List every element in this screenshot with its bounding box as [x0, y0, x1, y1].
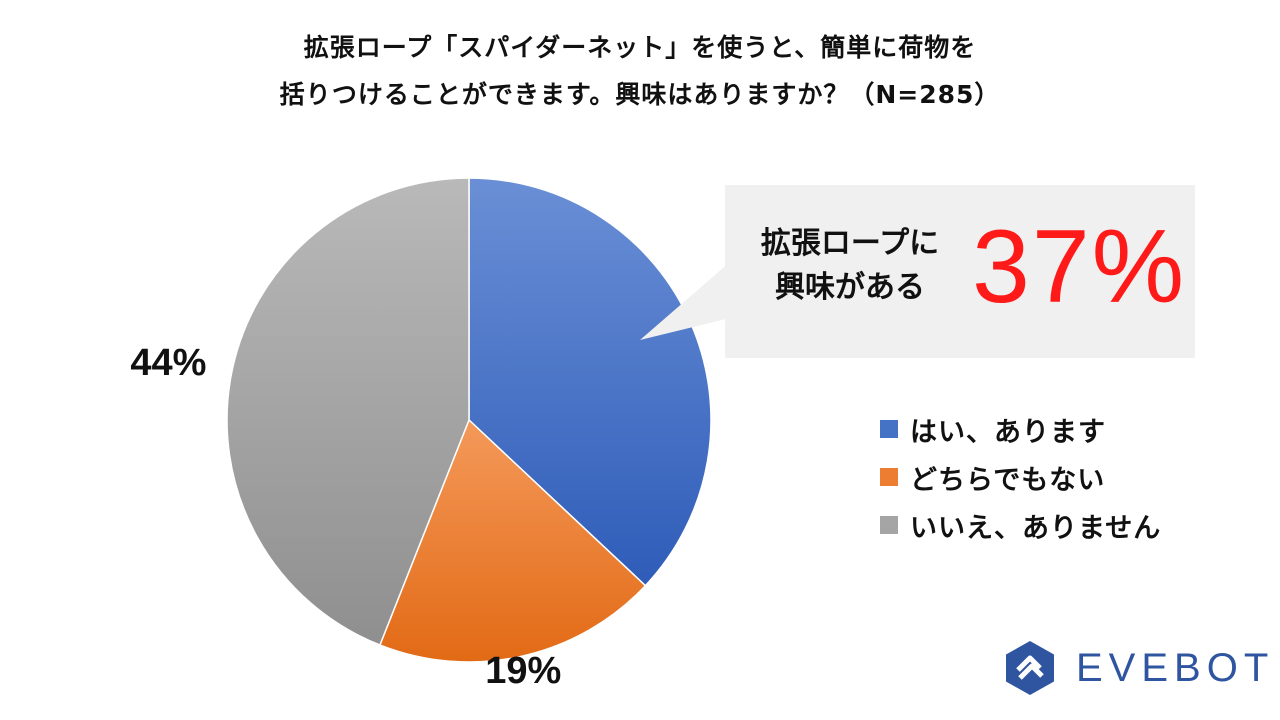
legend-label-neutral: どちらでもない — [910, 464, 1106, 496]
evebot-hexagon-logo-icon — [1006, 641, 1054, 695]
pie-slice-neutral — [378, 418, 647, 663]
chart-title-line-2: 括りつけることができます。興味はありますか？（N=285） — [279, 80, 1001, 109]
legend-label-yes: はい、あります — [910, 416, 1106, 448]
chart-title-line-1: 拡張ロープ「スパイダーネット」を使うと、簡単に荷物を — [303, 33, 977, 62]
slice-label-no: 44% — [130, 341, 207, 384]
legend-item-neutral: どちらでもない — [880, 453, 1161, 501]
pie-slices — [226, 177, 712, 663]
callout-line-1: 拡張ロープに — [760, 226, 940, 261]
slice-label-neutral: 19% — [485, 649, 562, 692]
legend-item-no: いいえ、ありません — [880, 501, 1161, 549]
legend-swatch-yes — [880, 420, 898, 438]
legend: はい、あります どちらでもない いいえ、ありません — [880, 405, 1161, 549]
callout-pointer — [640, 262, 730, 340]
callout-line-2: 興味がある — [775, 270, 925, 305]
logo-text: EVEBOT — [1076, 645, 1275, 690]
legend-swatch-neutral — [880, 468, 898, 486]
callout-text: 拡張ロープに 興味がある — [738, 222, 962, 310]
legend-label-no: いいえ、ありません — [910, 512, 1162, 544]
evebot-logo: EVEBOT — [1000, 638, 1274, 698]
callout-box — [725, 185, 1195, 358]
pie-slice-no — [226, 177, 470, 646]
callout-value: 37% — [972, 209, 1187, 325]
legend-item-yes: はい、あります — [880, 405, 1161, 453]
chart-title: 拡張ロープ「スパイダーネット」を使うと、簡単に荷物を 括りつけることができます。… — [0, 24, 1280, 118]
legend-swatch-no — [880, 516, 898, 534]
